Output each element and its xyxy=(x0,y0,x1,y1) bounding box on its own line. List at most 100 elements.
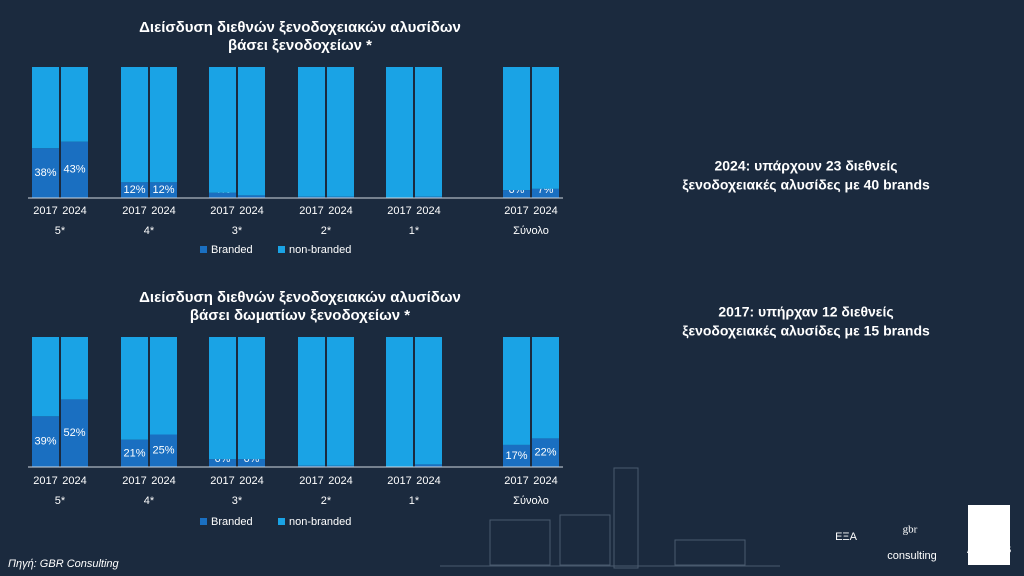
bar-segment xyxy=(209,459,236,467)
bar-segment xyxy=(150,67,177,183)
x-tick-label: 2017 xyxy=(504,205,528,217)
bar-segment xyxy=(298,465,325,467)
bar-segment xyxy=(121,67,148,183)
group-label: 5* xyxy=(55,225,66,237)
data-label: 12% xyxy=(152,184,174,196)
logo-gbr: gbr xyxy=(903,524,918,536)
data-label: 22% xyxy=(534,447,556,459)
data-label: 12% xyxy=(123,184,145,196)
data-label: 52% xyxy=(63,427,85,439)
data-label: 25% xyxy=(152,445,174,457)
bar-segment xyxy=(532,337,559,439)
x-tick-label: 2024 xyxy=(328,205,352,217)
bar-segment xyxy=(32,67,59,149)
bar-segment xyxy=(532,188,559,198)
x-tick-label: 2017 xyxy=(387,205,411,217)
bar-segment xyxy=(121,439,148,467)
bar-segment xyxy=(503,444,530,467)
source: Πηγή: GBR Consulting xyxy=(8,558,120,570)
bar-segment xyxy=(150,434,177,467)
group-label: 2* xyxy=(321,495,332,507)
bar-segment xyxy=(503,67,530,191)
x-tick-label: 2017 xyxy=(504,475,528,487)
bar-segment xyxy=(32,148,59,198)
x-tick-label: 2017 xyxy=(122,205,146,217)
bar-segment xyxy=(32,337,59,417)
x-tick-label: 2024 xyxy=(62,205,86,217)
x-tick-label: 2017 xyxy=(210,205,234,217)
x-tick-label: 2017 xyxy=(299,475,323,487)
logo-athens-box xyxy=(968,505,1010,565)
bar-segment xyxy=(386,337,413,467)
chart-title: Διείσδυση διεθνών ξενοδοχειακών αλυσίδων xyxy=(139,289,461,306)
bar-segment xyxy=(327,465,354,467)
bar-segment xyxy=(32,416,59,467)
x-tick-label: 2017 xyxy=(299,205,323,217)
side-note: 2017: υπήρχαν 12 διεθνείς xyxy=(718,304,893,320)
legend-swatch xyxy=(278,518,285,525)
chart-title: βάσει ξενοδοχείων * xyxy=(228,37,372,54)
x-tick-label: 2017 xyxy=(387,475,411,487)
side-note: 2024: υπάρχουν 23 διεθνείς xyxy=(714,158,897,174)
bar-segment xyxy=(121,337,148,440)
bar-segment xyxy=(327,337,354,466)
logo-athens: ATHENS xyxy=(967,544,1011,556)
bar-segment xyxy=(61,399,88,467)
bar-segment xyxy=(61,67,88,142)
bar-segment xyxy=(150,182,177,198)
group-label: 1* xyxy=(409,225,420,237)
bar-segment xyxy=(298,67,325,197)
bar-segment xyxy=(298,337,325,466)
skyline xyxy=(440,467,780,569)
bar-segment xyxy=(121,182,148,198)
x-tick-label: 2024 xyxy=(239,475,263,487)
legend-swatch xyxy=(278,246,285,253)
group-label: Σύνολο xyxy=(513,225,549,237)
x-tick-label: 2024 xyxy=(151,205,175,217)
group-label: 3* xyxy=(232,495,243,507)
bar-segment xyxy=(415,196,442,198)
x-tick-label: 2024 xyxy=(416,205,440,217)
chart-title: βάσει δωματίων ξενοδοχείων * xyxy=(190,307,410,324)
group-label: 2* xyxy=(321,225,332,237)
bar-segment xyxy=(238,337,265,460)
x-tick-label: 2017 xyxy=(33,475,57,487)
bar-segment xyxy=(327,196,354,198)
x-tick-label: 2024 xyxy=(533,475,557,487)
logo-gbr-sub: consulting xyxy=(887,550,937,562)
x-tick-label: 2024 xyxy=(416,475,440,487)
x-tick-label: 2017 xyxy=(210,475,234,487)
side-note: ξενοδοχειακές αλυσίδες με 40 brands xyxy=(682,177,930,193)
group-label: 1* xyxy=(409,495,420,507)
x-tick-label: 2024 xyxy=(533,205,557,217)
bar-segment xyxy=(415,464,442,467)
bar-segment xyxy=(61,337,88,400)
data-label: 17% xyxy=(505,450,527,462)
group-label: 3* xyxy=(232,225,243,237)
legend-swatch xyxy=(200,518,207,525)
bar-segment xyxy=(327,67,354,197)
bar-segment xyxy=(209,67,236,193)
chart-title: Διείσδυση διεθνών ξενοδοχειακών αλυσίδων xyxy=(139,19,461,36)
bar-segment xyxy=(503,337,530,445)
x-tick-label: 2024 xyxy=(151,475,175,487)
bar-segment xyxy=(503,190,530,198)
bar-segment xyxy=(532,67,559,189)
legend-label: non-branded xyxy=(289,516,351,528)
logo-exa: ΕΞΑ xyxy=(835,531,857,543)
bar-segment xyxy=(415,337,442,465)
group-label: 4* xyxy=(144,495,155,507)
x-tick-label: 2017 xyxy=(33,205,57,217)
x-tick-label: 2024 xyxy=(62,475,86,487)
group-label: Σύνολο xyxy=(513,495,549,507)
legend-swatch xyxy=(200,246,207,253)
bar-segment xyxy=(61,141,88,198)
group-label: 5* xyxy=(55,495,66,507)
bar-segment xyxy=(532,438,559,467)
legend-label: Branded xyxy=(211,516,253,528)
data-label: 43% xyxy=(63,164,85,176)
x-tick-label: 2017 xyxy=(122,475,146,487)
bar-segment xyxy=(238,67,265,196)
bar-segment xyxy=(415,67,442,197)
